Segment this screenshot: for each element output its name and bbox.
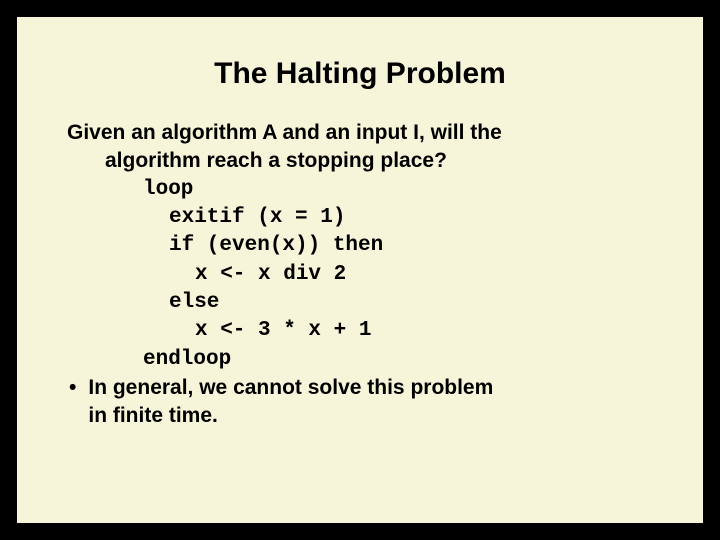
- bullet-marker: •: [69, 374, 76, 402]
- code-line-2: exitif (x = 1): [169, 204, 653, 232]
- code-line-3: if (even(x)) then: [169, 232, 653, 260]
- code-line-5: else: [169, 289, 653, 317]
- code-line-6: x <- 3 * x + 1: [195, 317, 653, 345]
- bullet-line-2: in finite time.: [88, 402, 653, 430]
- bullet-line-1: In general, we cannot solve this problem: [88, 374, 653, 402]
- code-line-1: loop: [143, 176, 653, 204]
- slide-content: Given an algorithm A and an input I, wil…: [67, 119, 653, 431]
- bullet-text: In general, we cannot solve this problem…: [88, 374, 653, 431]
- code-line-4: x <- x div 2: [195, 261, 653, 289]
- code-line-7: endloop: [143, 346, 653, 374]
- intro-line-2: algorithm reach a stopping place?: [105, 147, 653, 175]
- intro-line-1: Given an algorithm A and an input I, wil…: [67, 119, 653, 147]
- slide-title: The Halting Problem: [67, 57, 653, 91]
- slide-container: The Halting Problem Given an algorithm A…: [14, 14, 706, 526]
- code-block: loop exitif (x = 1) if (even(x)) then x …: [143, 176, 653, 374]
- bullet-item: • In general, we cannot solve this probl…: [67, 374, 653, 431]
